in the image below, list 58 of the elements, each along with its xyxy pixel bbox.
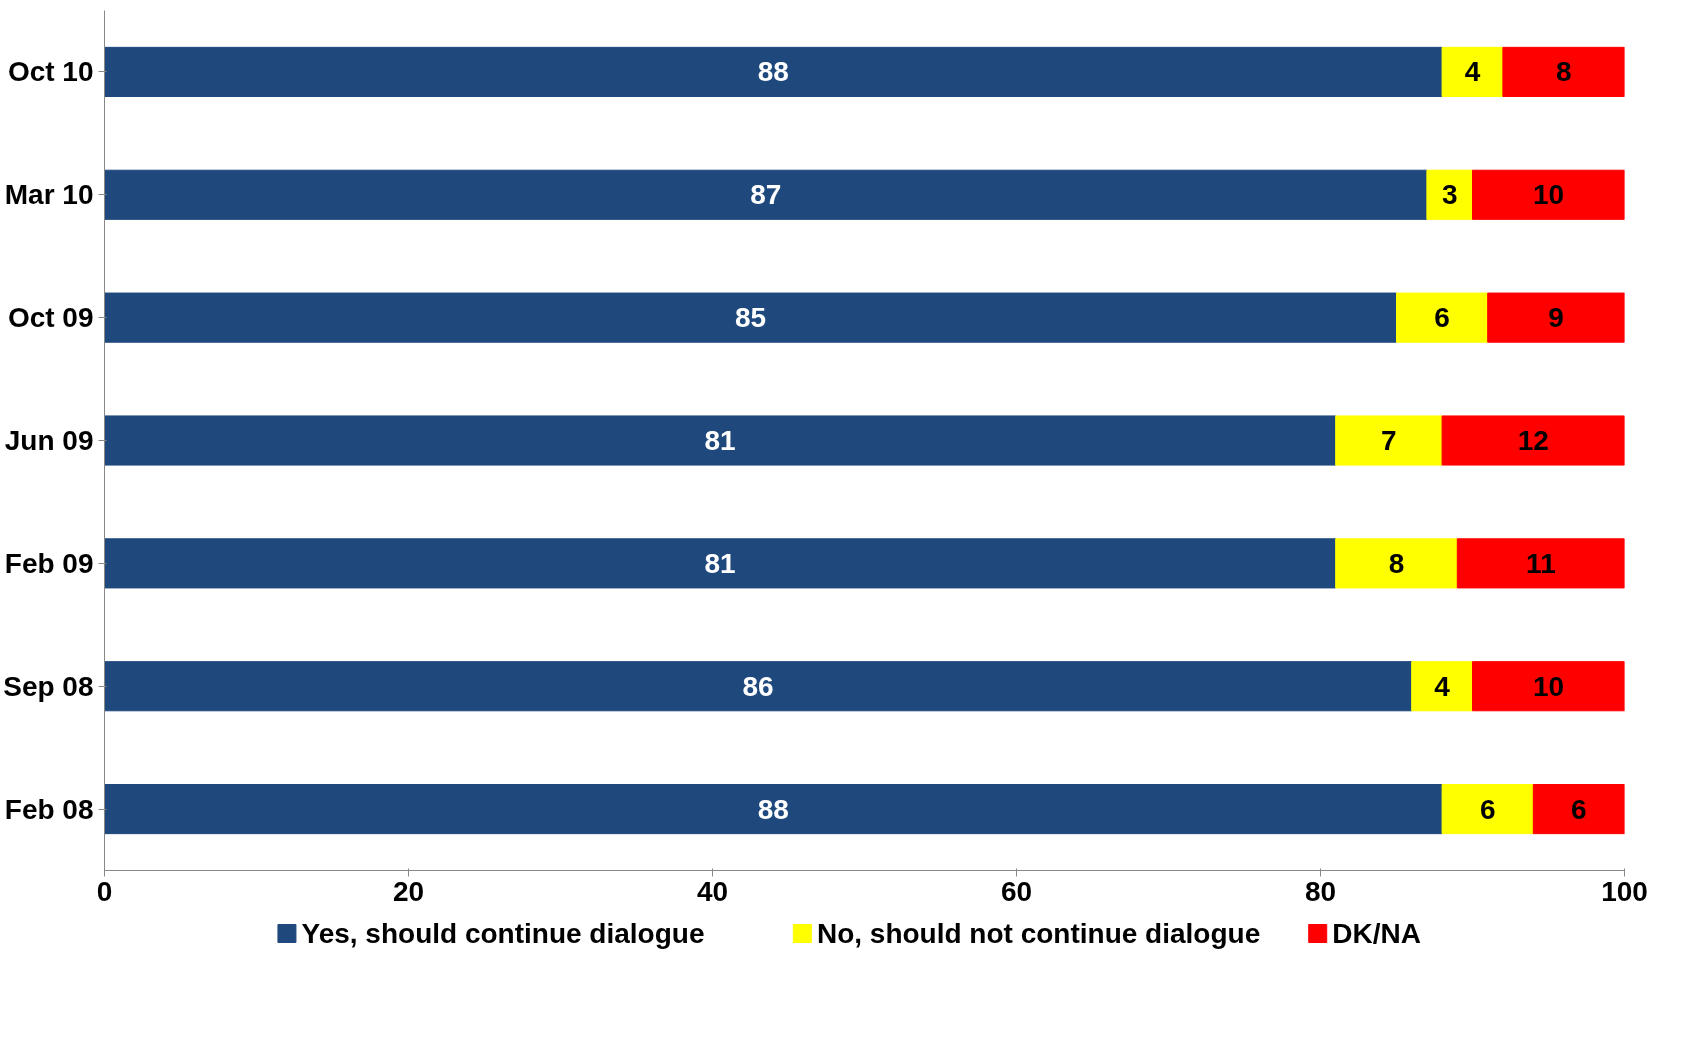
data-label: 12 xyxy=(1517,425,1549,456)
bar xyxy=(1532,784,1625,835)
bar xyxy=(104,46,1443,97)
y-tick-label: Mar 10 xyxy=(4,179,94,211)
data-label: 81 xyxy=(704,425,736,456)
bar xyxy=(104,538,1337,589)
bar xyxy=(1335,415,1443,466)
data-label: 3 xyxy=(1441,179,1458,211)
bar xyxy=(1472,169,1625,220)
y-tick-label: Oct 10 xyxy=(7,56,94,88)
bar xyxy=(1441,46,1504,97)
data-label: 85 xyxy=(734,302,767,334)
y-tick-label: Jun 09 xyxy=(4,425,94,456)
bar xyxy=(1456,538,1625,589)
legend-label: Yes, should continue dialogue xyxy=(301,918,705,949)
bar xyxy=(1502,46,1625,97)
x-tick-label: 40 xyxy=(696,875,729,907)
data-label: 10 xyxy=(1532,179,1565,211)
data-label: 11 xyxy=(1526,547,1556,579)
data-label: 4 xyxy=(1464,56,1481,88)
y-tick-label: Oct 09 xyxy=(7,302,94,334)
data-label: 7 xyxy=(1381,425,1397,456)
y-tick-label: Sep 08 xyxy=(3,670,94,702)
bar xyxy=(1396,292,1489,343)
y-tick-label: Feb 08 xyxy=(4,793,94,825)
x-tick-label: 20 xyxy=(392,875,425,907)
data-label: 88 xyxy=(757,793,789,825)
x-tick-label: 80 xyxy=(1304,875,1337,907)
bar xyxy=(1472,661,1625,712)
data-label: 8 xyxy=(1555,56,1572,88)
data-label: 10 xyxy=(1532,670,1565,702)
bar xyxy=(1441,415,1625,466)
legend-label: No, should not continue dialogue xyxy=(816,918,1261,949)
data-label: 6 xyxy=(1434,302,1450,334)
bar xyxy=(1426,169,1473,220)
x-tick-label: 60 xyxy=(1000,875,1033,907)
data-label: 4 xyxy=(1434,670,1451,702)
data-label: 9 xyxy=(1548,302,1564,334)
bar xyxy=(104,415,1337,466)
data-label: 8 xyxy=(1388,547,1405,579)
bar xyxy=(1441,784,1534,835)
data-label: 6 xyxy=(1571,793,1587,825)
bar xyxy=(104,169,1428,220)
data-label: 87 xyxy=(750,179,782,211)
x-tick-label: 0 xyxy=(96,875,113,907)
data-label: 86 xyxy=(742,670,774,702)
bar xyxy=(1411,661,1473,712)
x-tick-label: 100 xyxy=(1601,875,1648,907)
data-label: 6 xyxy=(1479,793,1496,825)
y-tick-label: Feb 09 xyxy=(4,547,94,579)
legend-label: DK/NA xyxy=(1332,918,1421,949)
data-label: 88 xyxy=(757,56,789,88)
data-label: 81 xyxy=(704,547,736,579)
bar xyxy=(104,661,1413,712)
bar xyxy=(104,784,1443,835)
bar xyxy=(1335,538,1458,589)
bar xyxy=(1487,292,1625,343)
bar xyxy=(104,292,1397,343)
